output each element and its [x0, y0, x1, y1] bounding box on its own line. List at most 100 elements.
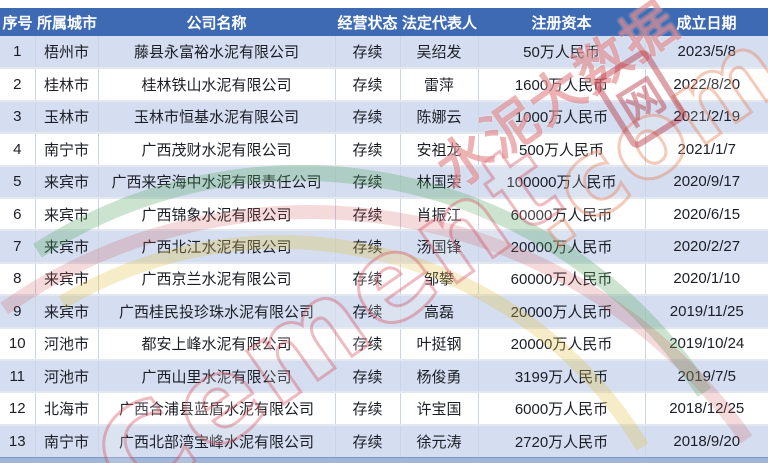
- table-row: 6 来宾市 广西锦象水泥有限公司 存续 肖振江 60000万人民币 2020/6/15: [0, 196, 768, 231]
- table-cell: 20000万人民币: [477, 294, 645, 328]
- table-cell: 广西来宾海中水泥有限责任公司: [97, 164, 335, 198]
- table-cell: 2019/7/5: [644, 358, 768, 393]
- table-cell: 徐元涛: [399, 423, 478, 458]
- table-row: 8 来宾市 广西京兰水泥有限公司 存续 邹攀 60000万人民币 2020/1/10: [0, 261, 768, 296]
- table-cell: 存续: [334, 294, 400, 328]
- table-cell: 存续: [334, 261, 400, 296]
- table-cell: 13: [0, 423, 35, 458]
- table-cell: 2023/5/8: [644, 36, 768, 69]
- header-row: 序号 所属城市 公司名称 经营状态 法定代表人 注册资本 成立日期: [0, 8, 768, 36]
- table-cell: 2019/11/25: [644, 294, 768, 328]
- table-cell: 来宾市: [34, 164, 98, 198]
- table-cell: 60000万人民币: [477, 196, 645, 231]
- table-cell: 杨俊勇: [399, 358, 478, 393]
- header-cell: 所属城市: [35, 8, 98, 36]
- table-cell: 广西北江水泥有限公司: [97, 229, 335, 263]
- table-cell: 3199万人民币: [477, 358, 645, 393]
- table-cell: 存续: [334, 99, 400, 134]
- table-cell: 邹攀: [399, 261, 478, 296]
- table-cell: 肖振江: [399, 196, 478, 231]
- table-row: 7 来宾市 广西北江水泥有限公司 存续 汤国锋 20000万人民币 2020/2/27: [0, 229, 768, 263]
- table-cell: 4: [0, 132, 35, 166]
- table-cell: 1600万人民币: [477, 67, 645, 101]
- table-row: 4 南宁市 广西茂财水泥有限公司 存续 安祖龙 500万人民币 2021/1/7: [0, 132, 768, 166]
- table-cell: 存续: [334, 196, 400, 231]
- table-cell: 存续: [334, 423, 400, 458]
- table-cell: 9: [0, 294, 35, 328]
- header-cell: 成立日期: [645, 8, 768, 36]
- table-cell: 1: [0, 36, 35, 69]
- table-cell: 7: [0, 229, 35, 263]
- table-cell: 2020/9/17: [644, 164, 768, 198]
- table-cell: 60000万人民币: [477, 261, 645, 296]
- table-cell: 玉林市恒基水泥有限公司: [97, 99, 335, 134]
- table-cell: 10: [0, 326, 35, 360]
- table-cell: 20000万人民币: [477, 229, 645, 263]
- table-cell: 2720万人民币: [477, 423, 645, 458]
- table-cell: 20000万人民币: [477, 326, 645, 360]
- table-cell: 玉林市: [34, 99, 98, 134]
- table-cell: 来宾市: [34, 229, 98, 263]
- header-cell: 序号: [0, 8, 35, 36]
- table-cell: 来宾市: [34, 261, 98, 296]
- table-row: 11 河池市 广西山里水泥有限公司 存续 杨俊勇 3199万人民币 2019/7/5: [0, 358, 768, 393]
- table-cell: 桂林市: [34, 67, 98, 101]
- table-cell: 存续: [334, 229, 400, 263]
- header-cell: 注册资本: [478, 8, 645, 36]
- table-cell: 雷萍: [399, 67, 478, 101]
- table-row: 13 南宁市 广西北部湾宝峰水泥有限公司 存续 徐元涛 2720万人民币 2018/9/20: [0, 423, 768, 458]
- table-cell: 广西合浦县蓝盾水泥有限公司: [97, 391, 335, 425]
- table-cell: 南宁市: [34, 423, 98, 458]
- table-cell: 12: [0, 391, 35, 425]
- table-cell: 500万人民币: [477, 132, 645, 166]
- table-cell: 高磊: [399, 294, 478, 328]
- table-cell: 广西桂民投珍珠水泥有限公司: [97, 294, 335, 328]
- table-row: 2 桂林市 桂林铁山水泥有限公司 存续 雷萍 1600万人民币 2022/8/20: [0, 67, 768, 101]
- table-cell: 广西锦象水泥有限公司: [97, 196, 335, 231]
- table-cell: 2: [0, 67, 35, 101]
- table-cell: 2020/6/15: [644, 196, 768, 231]
- table-cell: 存续: [334, 358, 400, 393]
- table-cell: 安祖龙: [399, 132, 478, 166]
- table-cell: 5: [0, 164, 35, 198]
- table-cell: 广西北部湾宝峰水泥有限公司: [97, 423, 335, 458]
- table-cell: 存续: [334, 326, 400, 360]
- table-cell: 2020/2/27: [644, 229, 768, 263]
- table-cell: 林国荣: [399, 164, 478, 198]
- table-cell: 陈娜云: [399, 99, 478, 134]
- table-cell: 存续: [334, 67, 400, 101]
- table-cell: 桂林铁山水泥有限公司: [97, 67, 335, 101]
- table-cell: 100000万人民币: [477, 164, 645, 198]
- table-cell: 2019/10/24: [644, 326, 768, 360]
- table-row: 3 玉林市 玉林市恒基水泥有限公司 存续 陈娜云 1000万人民币 2021/2/19: [0, 99, 768, 134]
- table-cell: 河池市: [34, 326, 98, 360]
- table-cell: 梧州市: [34, 36, 98, 69]
- table-row: 10 河池市 都安上峰水泥有限公司 存续 叶挺钢 20000万人民币 2019/10/24: [0, 326, 768, 360]
- header-cell: 经营状态: [335, 8, 400, 36]
- table-cell: 50万人民币: [477, 36, 645, 69]
- table-row: 1 梧州市 藤县永富裕水泥有限公司 存续 吴绍发 50万人民币 2023/5/8: [0, 36, 768, 69]
- table-cell: 都安上峰水泥有限公司: [97, 326, 335, 360]
- table-cell: 1000万人民币: [477, 99, 645, 134]
- table-cell: 许宝国: [399, 391, 478, 425]
- table-row: 5 来宾市 广西来宾海中水泥有限责任公司 存续 林国荣 100000万人民币 2020/9/…: [0, 164, 768, 198]
- table-cell: 6000万人民币: [477, 391, 645, 425]
- bottom-bar: [0, 457, 768, 463]
- table-cell: 2018/9/20: [644, 423, 768, 458]
- table-cell: 南宁市: [34, 132, 98, 166]
- table-body: 1 梧州市 藤县永富裕水泥有限公司 存续 吴绍发 50万人民币 2023/5/8 2 桂林市 桂林…: [0, 36, 768, 458]
- table-cell: 来宾市: [34, 196, 98, 231]
- table-cell: 存续: [334, 164, 400, 198]
- table-cell: 北海市: [34, 391, 98, 425]
- header-cell: 公司名称: [98, 8, 335, 36]
- table-cell: 2018/12/25: [644, 391, 768, 425]
- table-cell: 河池市: [34, 358, 98, 393]
- table-cell: 吴绍发: [399, 36, 478, 69]
- table-cell: 存续: [334, 36, 400, 69]
- table-cell: 2021/2/19: [644, 99, 768, 134]
- table-cell: 叶挺钢: [399, 326, 478, 360]
- table-cell: 11: [0, 358, 35, 393]
- table-cell: 来宾市: [34, 294, 98, 328]
- table-cell: 6: [0, 196, 35, 231]
